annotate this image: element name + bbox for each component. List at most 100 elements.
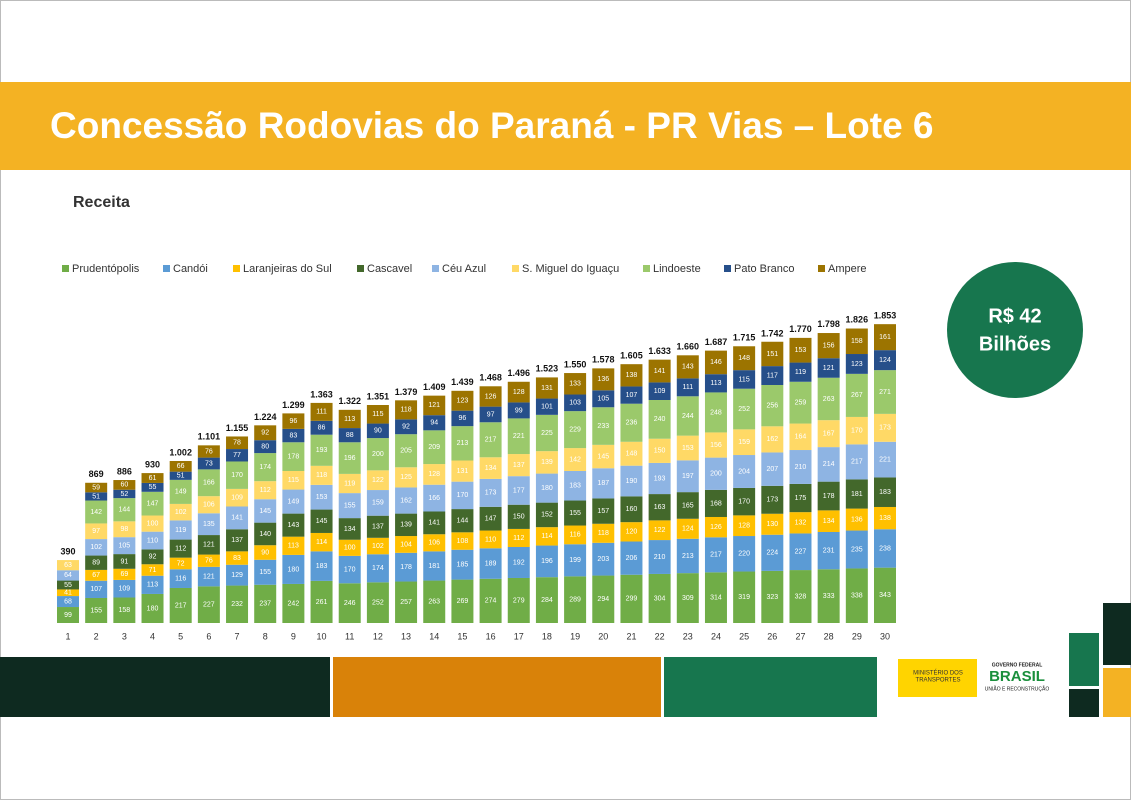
total-label: 1.379 — [395, 387, 418, 397]
legend-label: Ampere — [828, 263, 867, 275]
bar-segment — [366, 537, 389, 555]
segment-label: 76 — [205, 448, 213, 455]
segment-label: 101 — [541, 404, 553, 411]
total-label: 1.550 — [564, 359, 587, 369]
bar-segment — [676, 460, 699, 493]
segment-label: 174 — [372, 565, 384, 572]
bar-segment — [141, 549, 164, 565]
bar-segment — [507, 528, 530, 547]
bar-segment — [395, 487, 418, 514]
bar-segment — [395, 419, 418, 435]
x-tick-label: 30 — [880, 631, 890, 641]
segment-label: 147 — [147, 501, 159, 508]
segment-label: 180 — [541, 485, 553, 492]
segment-label: 122 — [372, 477, 384, 484]
x-tick-label: 27 — [795, 631, 805, 641]
legend-swatch — [357, 265, 364, 272]
bar-segment — [254, 522, 277, 546]
bar-segment — [733, 487, 756, 516]
bar-segment — [507, 546, 530, 578]
segment-label: 125 — [400, 474, 412, 481]
segment-label: 102 — [175, 509, 187, 516]
bar-segment — [620, 574, 643, 623]
bar-segment — [310, 551, 333, 581]
bar-segment — [338, 428, 361, 443]
segment-label: 164 — [795, 434, 807, 441]
bar-segment — [141, 575, 164, 594]
segment-label: 92 — [261, 430, 269, 437]
segment-label: 271 — [879, 389, 891, 396]
bar-segment — [817, 358, 840, 378]
bar-segment — [704, 392, 727, 433]
segment-label: 170 — [344, 566, 356, 573]
segment-label: 149 — [175, 489, 187, 496]
segment-label: 118 — [598, 530, 609, 537]
total-label: 390 — [60, 546, 75, 556]
bar-segment — [395, 552, 418, 582]
x-tick-label: 14 — [429, 631, 439, 641]
segment-label: 123 — [851, 361, 863, 368]
segment-label: 132 — [795, 520, 807, 527]
segment-label: 158 — [119, 607, 131, 614]
segment-label: 217 — [710, 552, 722, 559]
bar-segment — [366, 490, 389, 516]
segment-label: 338 — [851, 593, 863, 600]
bar-segment — [507, 402, 530, 419]
bar-segment — [592, 498, 615, 524]
total-label: 1.002 — [169, 448, 192, 458]
segment-label: 51 — [177, 473, 185, 480]
segment-label: 178 — [400, 564, 412, 571]
segment-label: 96 — [289, 418, 297, 425]
bar-segment — [338, 409, 361, 429]
segment-label: 119 — [175, 527, 186, 534]
title-band — [0, 82, 1131, 170]
bar-segment — [733, 515, 756, 537]
bar-segment — [789, 381, 812, 424]
bar-segment — [85, 555, 108, 570]
bar-segment — [226, 461, 249, 489]
segment-label: 153 — [682, 445, 694, 452]
bar-segment — [648, 520, 671, 541]
segment-label: 41 — [64, 590, 72, 597]
segment-label: 114 — [316, 539, 327, 546]
bar-segment — [395, 467, 418, 488]
bar-segment — [874, 477, 896, 507]
bar-segment — [141, 593, 164, 623]
segment-label: 117 — [767, 372, 778, 379]
bar-segment — [57, 607, 79, 623]
segment-label: 116 — [570, 532, 581, 539]
segment-label: 92 — [402, 424, 410, 431]
segment-label: 51 — [92, 493, 100, 500]
bar-segment — [761, 426, 784, 453]
segment-label: 185 — [457, 562, 469, 569]
bar-segment — [535, 451, 558, 474]
bar-segment — [789, 570, 812, 623]
segment-label: 119 — [344, 480, 355, 487]
bar-segment — [564, 576, 587, 623]
total-label: 1.496 — [507, 368, 530, 378]
segment-label: 91 — [120, 558, 128, 565]
bar-segment — [620, 403, 643, 442]
bar-segment — [423, 534, 446, 552]
segment-label: 163 — [654, 504, 666, 511]
segment-label: 83 — [289, 432, 297, 439]
segment-label: 289 — [569, 597, 581, 604]
bar-segment — [817, 569, 840, 623]
bar-segment — [451, 390, 474, 411]
segment-label: 134 — [485, 465, 497, 472]
badge-text: Bilhões — [979, 333, 1051, 355]
bar-segment — [310, 402, 333, 421]
bar-segment — [395, 581, 418, 623]
segment-label: 109 — [231, 495, 243, 502]
x-tick-label: 7 — [235, 631, 240, 641]
segment-label: 213 — [457, 440, 469, 447]
bar-segment — [592, 542, 615, 576]
segment-label: 238 — [879, 545, 891, 552]
segment-label: 66 — [177, 463, 185, 470]
segment-label: 173 — [766, 497, 778, 504]
bar-segment — [423, 415, 446, 431]
bar-segment — [789, 483, 812, 513]
segment-label: 319 — [738, 594, 750, 601]
legend-label: Pato Branco — [734, 263, 795, 275]
total-label: 1.853 — [874, 310, 897, 320]
